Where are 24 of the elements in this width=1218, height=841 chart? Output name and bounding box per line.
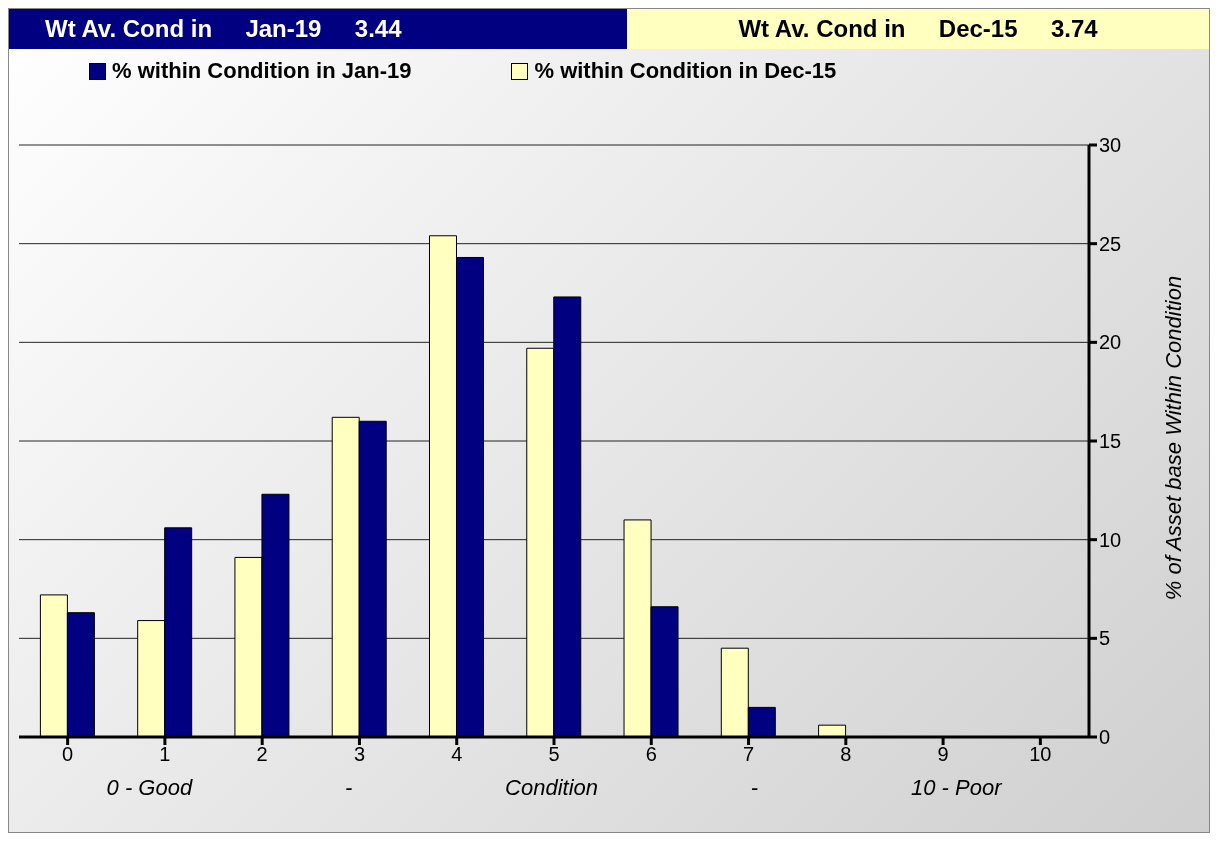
- chart-title: Wt Av. Cond in Jan-19 3.44: [9, 9, 627, 49]
- y-tick-label: 25: [1099, 232, 1122, 255]
- x-tick-label: 3: [353, 743, 366, 766]
- legend-label: % within Condition in Jan-19: [112, 58, 412, 84]
- legend-label: % within Condition in Dec-15: [534, 58, 837, 84]
- x-tick-label: 0: [62, 743, 74, 766]
- y-tick-label: 15: [1099, 430, 1122, 453]
- chart-subtitle: Wt Av. Cond in Dec-15 3.74: [627, 9, 1209, 49]
- y-tick-label: 20: [1099, 331, 1122, 354]
- x-tick-label: 2: [256, 743, 268, 766]
- y-tick-label: 0: [1099, 726, 1111, 749]
- x-tick-label: 10: [1029, 743, 1052, 766]
- y-tick-label: 10: [1099, 528, 1122, 551]
- y-tick-label: 30: [1099, 134, 1122, 157]
- x-tick-label: 4: [451, 743, 463, 766]
- y-tick-label: 5: [1099, 627, 1111, 650]
- x-tick-label: 6: [645, 743, 657, 766]
- x-tick-label: 8: [840, 743, 852, 766]
- x-tick-label: 9: [937, 743, 949, 766]
- x-tick-label: 7: [742, 743, 755, 766]
- x-tick-label: 1: [159, 743, 171, 766]
- x-axis-title: 0 - Good - Condition - 10 - Poor: [105, 775, 1004, 801]
- x-tick-label: 5: [548, 743, 560, 766]
- y-axis-title: % of Asset base Within Condition: [1161, 275, 1187, 601]
